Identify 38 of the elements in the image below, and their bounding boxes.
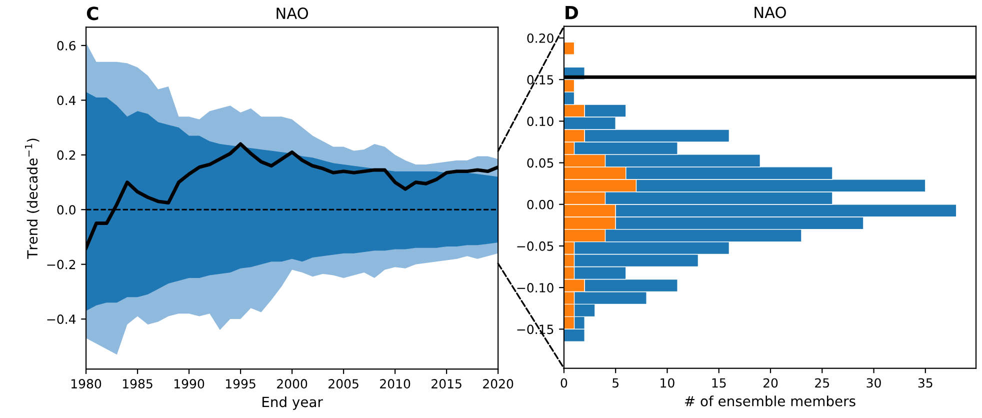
x-axis-title: End year (262, 396, 323, 410)
x-tick-label: 30 (866, 378, 881, 388)
x-tick-label: 2000 (277, 379, 308, 388)
y-tick-label: 0.05 (527, 158, 554, 168)
x-tick-label: 2005 (328, 379, 358, 388)
y-tick-label: 0.6 (57, 40, 76, 50)
y-tick-label: 0.15 (527, 75, 554, 85)
y-tick-label: 0.2 (57, 150, 76, 160)
text: C (86, 6, 98, 20)
x-tick-label: 1995 (226, 379, 256, 388)
x-tick-label: 2020 (483, 379, 514, 388)
x-tick-label: 1980 (71, 379, 102, 388)
chart-title: NAO (754, 6, 786, 18)
y-tick-label: 0.20 (527, 33, 554, 43)
x-tick-label: 5 (612, 378, 618, 388)
x-tick-label: 1985 (122, 379, 152, 388)
x-tick-label: 25 (815, 378, 829, 388)
y-tick-label: 0.10 (527, 116, 554, 126)
y-tick-label: −0.4 (47, 314, 76, 324)
x-tick-label: 0 (560, 378, 568, 388)
x-tick-label: 2015 (432, 379, 462, 388)
x-tick-label: 10 (660, 378, 674, 388)
y-tick-label: −0.10 (517, 283, 554, 292)
x-axis-title: # of ensemble members (685, 396, 856, 406)
x-tick-label: 2010 (380, 379, 410, 388)
y-tick-label: 0.00 (527, 200, 554, 210)
x-tick-label: 1990 (174, 379, 204, 388)
text: D (566, 6, 578, 20)
y-tick-label: −0.05 (517, 241, 554, 251)
chart-title: NAO (276, 8, 308, 20)
y-tick-label: 0.0 (57, 205, 76, 215)
x-tick-label: 20 (763, 378, 778, 388)
x-tick-label: 15 (712, 378, 726, 388)
y-tick-label: 0.4 (57, 96, 76, 106)
bar (564, 42, 575, 55)
x-tick-label: 35 (918, 378, 932, 388)
y-axis-title: Trend (decade$^{−1}$) (25, 138, 40, 259)
y-tick-label: −0.2 (47, 260, 76, 270)
